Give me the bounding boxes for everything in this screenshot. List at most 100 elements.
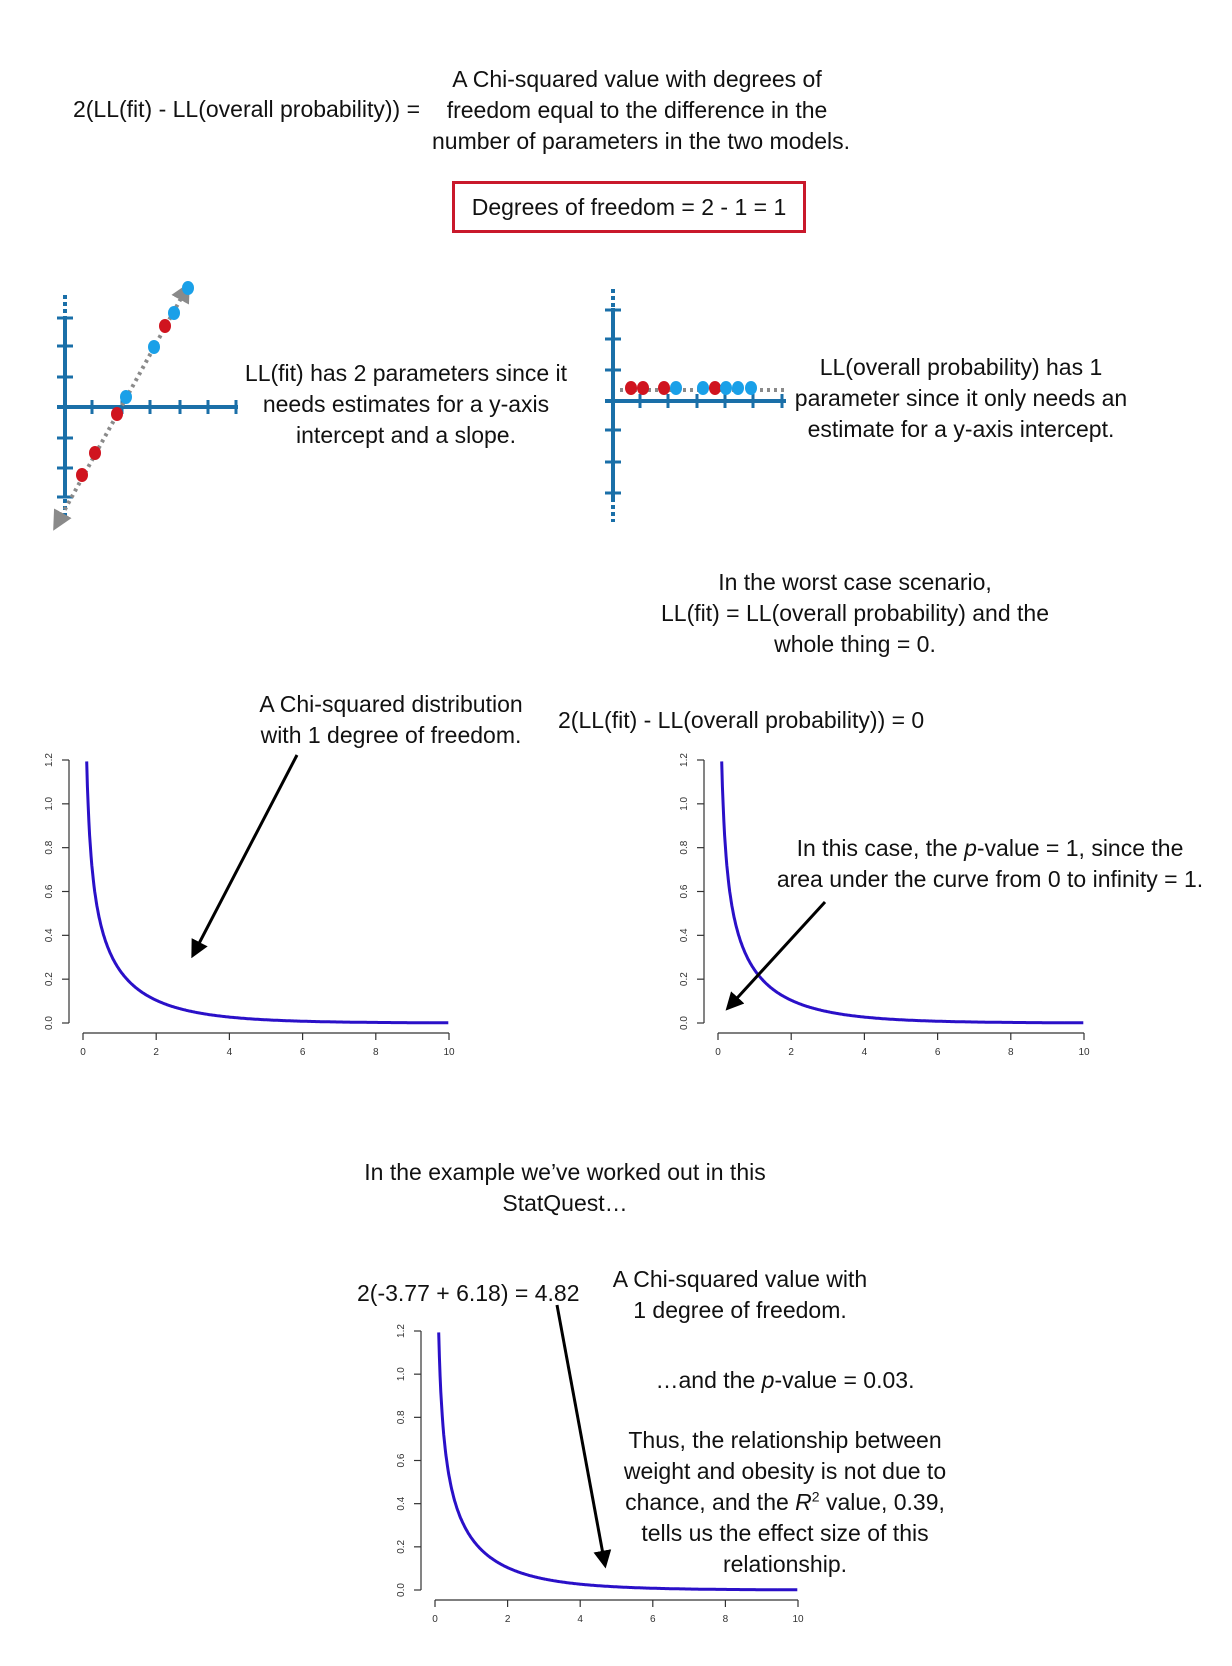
x-tick-label: 2	[788, 1047, 794, 1058]
x-tick-label: 10	[1078, 1047, 1090, 1058]
degrees-of-freedom-box: Degrees of freedom = 2 - 1 = 1	[452, 181, 806, 233]
right-note-line-2: area under the curve from 0 to infinity …	[776, 866, 1204, 892]
y-tick-label: 0.0	[679, 1016, 690, 1030]
y-tick-label: 1.2	[44, 753, 55, 767]
conclusion-line: tells us the effect size of this	[641, 1520, 929, 1546]
y-tick-label: 0.0	[396, 1583, 407, 1597]
x-tick-label: 2	[505, 1614, 511, 1625]
blue-point	[670, 381, 682, 395]
blue-point	[182, 281, 194, 295]
x-tick-label: 4	[227, 1047, 233, 1058]
overall-data-points	[625, 381, 757, 395]
fit-data-points	[76, 281, 194, 482]
fit-axis-ticks	[57, 316, 238, 499]
y-tick-label: 0.2	[679, 972, 690, 986]
example-conclusion: Thus, the relationship between weight an…	[610, 1425, 960, 1580]
red-point	[159, 319, 171, 333]
y-tick-label: 0.6	[44, 884, 55, 898]
header-desc-line: number of parameters in the two models.	[432, 128, 851, 154]
blue-point	[697, 381, 709, 395]
y-tick-label: 0.2	[44, 972, 55, 986]
worst-case-line: LL(fit) = LL(overall probability) and th…	[660, 600, 1049, 626]
header-desc-line: A Chi-squared value with degrees of	[452, 66, 822, 92]
example-value-line: 1 degree of freedom.	[633, 1297, 847, 1323]
blue-point	[120, 390, 132, 404]
y-tick-label: 1.2	[679, 753, 690, 767]
overall-model-description: LL(overall probability) has 1 parameter …	[776, 352, 1146, 445]
example-intro-line: In the example we’ve worked out in this	[364, 1159, 766, 1185]
example-intro: In the example we’ve worked out in this …	[360, 1157, 770, 1219]
conclusion-line: weight and obesity is not due to	[623, 1458, 947, 1484]
y-tick-label: 0.8	[44, 840, 55, 854]
header-description: A Chi-squared value with degrees of free…	[432, 64, 851, 157]
example-value-description: A Chi-squared value with 1 degree of fre…	[605, 1264, 875, 1326]
x-tick-label: 2	[153, 1047, 159, 1058]
blue-point	[732, 381, 744, 395]
x-tick-label: 6	[935, 1047, 941, 1058]
overall-desc-line: LL(overall probability) has 1	[819, 354, 1103, 380]
worst-case-line: In the worst case scenario,	[718, 569, 992, 595]
degrees-of-freedom-label: Degrees of freedom = 2 - 1 = 1	[471, 193, 787, 220]
red-point	[709, 381, 721, 395]
red-point	[76, 468, 88, 482]
y-tick-label: 0.6	[679, 884, 690, 898]
blue-point	[148, 340, 160, 354]
worst-case-description: In the worst case scenario, LL(fit) = LL…	[630, 567, 1080, 660]
left-chart-note: A Chi-squared distribution with 1 degree…	[236, 689, 546, 751]
x-tick-label: 0	[432, 1614, 438, 1625]
right-chart-arrow	[725, 900, 827, 1011]
example-intro-line: StatQuest…	[502, 1190, 628, 1216]
right-note-line-1: In this case, the p-value = 1, since the	[796, 835, 1184, 861]
fit-desc-line: LL(fit) has 2 parameters since it	[244, 360, 568, 386]
y-tick-label: 0.8	[679, 840, 690, 854]
conclusion-line: chance, and the R2 value, 0.39,	[625, 1488, 945, 1515]
x-tick-label: 0	[80, 1047, 86, 1058]
example-pvalue: …and the p-value = 0.03.	[655, 1367, 915, 1393]
red-point	[637, 381, 649, 395]
red-point	[111, 407, 123, 421]
fit-desc-line: intercept and a slope.	[296, 422, 516, 448]
conclusion-line: relationship.	[722, 1551, 848, 1577]
worst-case-formula: 2(LL(fit) - LL(overall probability)) = 0	[558, 707, 925, 733]
y-tick-label: 1.2	[396, 1324, 407, 1338]
y-tick-label: 1.0	[679, 796, 690, 810]
x-tick-label: 10	[792, 1614, 804, 1625]
red-point	[658, 381, 670, 395]
overall-desc-line: estimate for a y-axis intercept.	[807, 416, 1115, 442]
fit-model-description: LL(fit) has 2 parameters since it needs …	[236, 358, 576, 451]
example-value-line: A Chi-squared value with	[612, 1266, 868, 1292]
y-tick-label: 0.4	[44, 928, 55, 942]
red-point	[89, 446, 101, 460]
right-chart-note: In this case, the p-value = 1, since the…	[765, 833, 1215, 895]
left-chart-arrow	[191, 754, 299, 959]
example-formula: 2(-3.77 + 6.18) = 4.82	[357, 1280, 580, 1306]
x-tick-label: 8	[1008, 1047, 1014, 1058]
overall-axis-ticks	[605, 308, 784, 495]
blue-point	[168, 306, 180, 320]
x-tick-label: 0	[715, 1047, 721, 1058]
x-tick-label: 6	[650, 1614, 656, 1625]
example-chart-arrow	[555, 1304, 612, 1569]
fit-desc-line: needs estimates for a y-axis	[262, 391, 550, 417]
x-tick-label: 4	[862, 1047, 868, 1058]
y-tick-label: 0.2	[396, 1539, 407, 1553]
overall-desc-line: parameter since it only needs an	[794, 385, 1128, 411]
y-tick-label: 1.0	[396, 1367, 407, 1381]
x-tick-label: 8	[373, 1047, 379, 1058]
y-tick-label: 0.0	[44, 1016, 55, 1030]
y-tick-label: 0.6	[396, 1453, 407, 1467]
x-tick-label: 6	[300, 1047, 306, 1058]
x-tick-label: 10	[443, 1047, 455, 1058]
y-tick-label: 0.4	[679, 928, 690, 942]
worst-case-line: whole thing = 0.	[774, 631, 936, 657]
left-note-line: with 1 degree of freedom.	[260, 722, 522, 748]
right-chi-squared-chart: 0.0 0.2 0.4 0.6 0.8 1.0 1.2 0 2 4 6 8 10	[679, 753, 1090, 1058]
red-point	[625, 381, 637, 395]
x-tick-label: 8	[723, 1614, 729, 1625]
fit-regression-line	[53, 282, 190, 531]
left-note-line: A Chi-squared distribution	[259, 691, 523, 717]
blue-point	[745, 381, 757, 395]
y-tick-label: 0.8	[396, 1410, 407, 1424]
chi-squared-curve	[85, 761, 449, 1025]
x-tick-label: 4	[577, 1614, 583, 1625]
